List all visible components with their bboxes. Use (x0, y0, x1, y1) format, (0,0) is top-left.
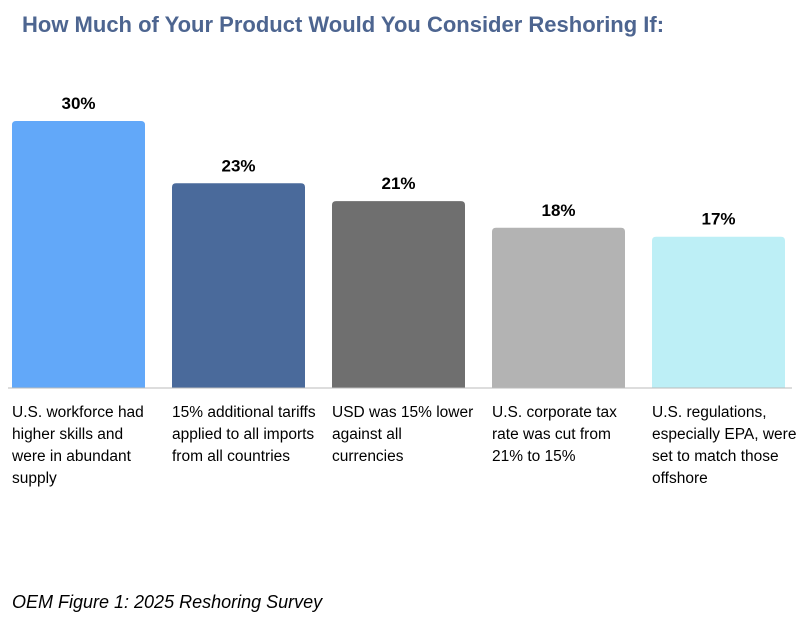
bar (652, 236, 785, 388)
value-label: 17% (701, 210, 735, 229)
value-label: 21% (381, 174, 415, 193)
bar (172, 183, 305, 388)
bar (332, 201, 465, 388)
category-label: U.S. corporate tax rate was cut from 21%… (492, 404, 617, 465)
value-label: 30% (61, 94, 95, 113)
category-label: U.S. regulations, especially EPA, were s… (652, 404, 797, 487)
bar (492, 227, 625, 388)
value-label: 18% (541, 201, 575, 220)
category-label: U.S. workforce had higher skills and wer… (12, 404, 144, 487)
chart-title: How Much of Your Product Would You Consi… (22, 12, 665, 37)
category-label: 15% additional tariffs applied to all im… (172, 404, 316, 465)
caption: OEM Figure 1: 2025 Reshoring Survey (12, 592, 323, 612)
value-label: 23% (221, 156, 255, 175)
category-label: USD was 15% lower against all currencies (332, 404, 474, 465)
bar (12, 121, 145, 388)
